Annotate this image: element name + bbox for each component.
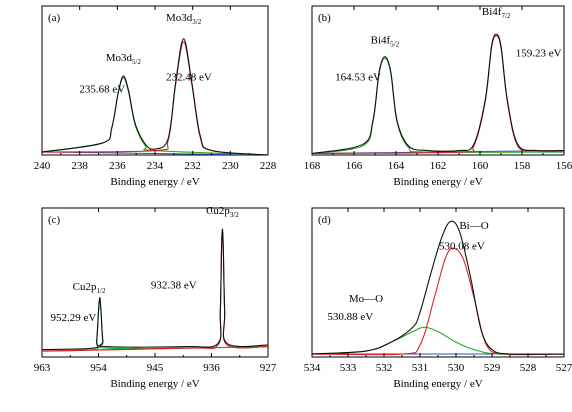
annotation-text: 952.29 eV <box>50 312 96 324</box>
peak-label: Cu2p3/2 <box>206 205 239 219</box>
annotation-text: Mo3d <box>166 12 193 24</box>
energy-label: Mo—O <box>349 293 383 305</box>
annotation-text: 235.68 eV <box>79 83 125 95</box>
series-fit-1 <box>312 35 564 155</box>
energy-label: 159.23 eV <box>516 48 562 60</box>
x-tick-label: 945 <box>147 362 164 374</box>
annotation-text: Cu2p <box>206 205 230 217</box>
energy-label: 952.29 eV <box>50 312 96 324</box>
x-tick-label: 530 <box>448 362 465 374</box>
energy-label: 164.53 eV <box>335 72 381 84</box>
energy-label: 530.08 eV <box>439 241 485 253</box>
annotation-text: 932.38 eV <box>151 279 197 291</box>
annotation-subscript: 7/2 <box>501 12 510 20</box>
x-tick-label: 230 <box>222 160 239 172</box>
series-fit-1 <box>42 41 268 155</box>
x-tick-label: 166 <box>346 160 363 172</box>
series-raw-2 <box>42 38 268 155</box>
series-fit-0 <box>42 299 268 352</box>
panel-label: (d) <box>318 214 331 226</box>
x-axis-label: Binding energy / eV <box>110 176 199 188</box>
x-axis-label: Binding energy / eV <box>393 176 482 188</box>
annotation-text: 164.53 eV <box>335 72 381 84</box>
annotation-subscript: 5/2 <box>390 40 399 48</box>
x-tick-label: 529 <box>484 362 501 374</box>
peak-label: Mo3d5/2 <box>106 52 142 66</box>
x-tick-label: 534 <box>304 362 321 374</box>
plot-area <box>42 38 268 155</box>
panel-label: (b) <box>318 12 331 24</box>
annotation-text: Cu2p <box>73 281 97 293</box>
x-tick-label: 228 <box>260 160 277 172</box>
x-axis-label: Binding energy / eV <box>110 378 199 390</box>
annotation-text: Bi—O <box>459 220 488 232</box>
x-tick-label: 954 <box>90 362 107 374</box>
x-tick-label: 533 <box>340 362 357 374</box>
energy-label: 932.38 eV <box>151 279 197 291</box>
plot-area <box>42 228 268 352</box>
energy-label: 530.88 eV <box>327 311 373 323</box>
x-tick-label: 236 <box>109 160 126 172</box>
panel-c: 963 954 945 936 927 Binding energy / eV (c) Cu2… <box>34 205 277 390</box>
peak-label: Bi4f7/2 <box>482 6 511 20</box>
x-tick-label: 527 <box>556 362 572 374</box>
series-raw-2 <box>312 220 564 355</box>
x-tick-label: 240 <box>34 160 51 172</box>
panel-d: 534 533 532 531 530 529 528 527 Binding energy /… <box>304 207 572 390</box>
x-tick-label: 532 <box>376 362 393 374</box>
x-tick-label: 528 <box>520 362 537 374</box>
series-fit-0 <box>312 326 564 355</box>
energy-label: 235.68 eV <box>79 83 125 95</box>
panel-label: (a) <box>48 12 61 24</box>
panel-b: 168 166 164 162 160 158 156 Binding energy / eV… <box>304 5 572 188</box>
peak-label: Mo3d3/2 <box>166 12 202 26</box>
series-raw-2 <box>312 33 564 155</box>
series-raw-2 <box>42 228 268 351</box>
energy-label: 232.48 eV <box>166 72 212 84</box>
annotation-subscript: 3/2 <box>192 18 201 26</box>
plot-frame <box>41 5 269 156</box>
annotation-text: 530.88 eV <box>327 311 373 323</box>
annotation-text: Mo3d <box>106 52 133 64</box>
x-tick-label: 164 <box>388 160 405 172</box>
annotation-subscript: 3/2 <box>230 211 239 219</box>
x-tick-label: 927 <box>260 362 277 374</box>
x-tick-label: 162 <box>430 160 447 172</box>
peak-label: Bi4f5/2 <box>371 34 400 48</box>
annotation-subscript: 1/2 <box>97 287 106 295</box>
x-tick-label: 158 <box>514 160 531 172</box>
panel-a: 240 238 236 234 232 230 228 Binding energy / eV… <box>34 5 277 188</box>
x-tick-label: 168 <box>304 160 321 172</box>
energy-label: Bi—O <box>459 220 488 232</box>
annotation-text: 159.23 eV <box>516 48 562 60</box>
x-tick-label: 160 <box>472 160 489 172</box>
plot-area <box>312 220 564 356</box>
annotation-text: Bi4f <box>371 34 391 46</box>
series-fit-1 <box>312 247 564 356</box>
x-tick-label: 234 <box>147 160 164 172</box>
x-tick-label: 232 <box>184 160 201 172</box>
x-tick-label: 963 <box>34 362 51 374</box>
x-tick-label: 936 <box>203 362 220 374</box>
x-tick-label: 238 <box>71 160 88 172</box>
annotation-text: 232.48 eV <box>166 72 212 84</box>
annotation-subscript: 5/2 <box>132 58 141 66</box>
panel-label: (c) <box>48 214 61 226</box>
series-fit-0 <box>42 76 268 155</box>
annotation-text: Mo—O <box>349 293 383 305</box>
annotation-text: Bi4f <box>482 6 502 18</box>
peak-label: Cu2p1/2 <box>73 281 106 295</box>
x-tick-label: 156 <box>556 160 572 172</box>
x-tick-label: 531 <box>412 362 429 374</box>
x-axis-label: Binding energy / eV <box>393 378 482 390</box>
annotation-text: 530.08 eV <box>439 241 485 253</box>
